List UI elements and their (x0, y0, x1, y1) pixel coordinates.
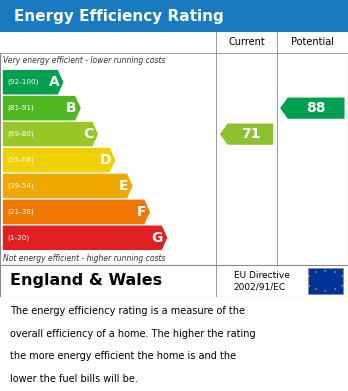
Text: (69-80): (69-80) (7, 131, 34, 137)
Text: ★: ★ (341, 274, 343, 278)
Text: Not energy efficient - higher running costs: Not energy efficient - higher running co… (3, 254, 166, 263)
Text: ★: ★ (324, 269, 327, 273)
Text: (55-68): (55-68) (7, 157, 34, 163)
Text: The energy efficiency rating is a measure of the: The energy efficiency rating is a measur… (10, 306, 245, 316)
Text: England & Wales: England & Wales (10, 273, 163, 288)
Text: Potential: Potential (291, 37, 334, 47)
Text: Very energy efficient - lower running costs: Very energy efficient - lower running co… (3, 56, 166, 65)
Text: D: D (100, 153, 111, 167)
Text: B: B (66, 101, 77, 115)
Polygon shape (3, 226, 167, 250)
Text: ★: ★ (334, 270, 336, 274)
Text: ★: ★ (343, 279, 346, 283)
Text: (92-100): (92-100) (7, 79, 38, 86)
Polygon shape (3, 199, 150, 224)
Text: (81-91): (81-91) (7, 105, 34, 111)
Text: ★: ★ (334, 287, 336, 291)
Text: E: E (119, 179, 128, 193)
Polygon shape (3, 96, 81, 120)
Text: ★: ★ (308, 274, 310, 278)
Text: the more energy efficient the home is and the: the more energy efficient the home is an… (10, 352, 237, 361)
Text: (39-54): (39-54) (7, 183, 34, 189)
Polygon shape (220, 124, 273, 145)
Polygon shape (3, 148, 115, 172)
Polygon shape (3, 70, 63, 95)
Text: 88: 88 (306, 101, 326, 115)
Text: overall efficiency of a home. The higher the rating: overall efficiency of a home. The higher… (10, 329, 256, 339)
Text: ★: ★ (315, 287, 317, 291)
Polygon shape (3, 174, 133, 198)
Bar (308, 268, 343, 294)
Text: ★: ★ (315, 270, 317, 274)
Text: A: A (48, 75, 59, 89)
Text: ★: ★ (308, 283, 310, 288)
Polygon shape (3, 122, 98, 146)
Polygon shape (280, 97, 345, 119)
Text: (1-20): (1-20) (7, 235, 29, 241)
Text: lower the fuel bills will be.: lower the fuel bills will be. (10, 374, 138, 384)
Text: Current: Current (228, 37, 265, 47)
Text: 2002/91/EC: 2002/91/EC (234, 283, 286, 292)
Bar (0, 32, 348, 52)
Text: 71: 71 (241, 127, 260, 141)
Text: F: F (136, 205, 146, 219)
Text: ★: ★ (341, 283, 343, 288)
Text: (21-38): (21-38) (7, 209, 34, 215)
Text: EU Directive: EU Directive (234, 271, 290, 280)
Text: ★: ★ (324, 289, 327, 292)
Text: ★: ★ (305, 279, 308, 283)
Text: G: G (152, 231, 163, 245)
Text: C: C (84, 127, 94, 141)
Text: Energy Efficiency Rating: Energy Efficiency Rating (14, 9, 224, 23)
